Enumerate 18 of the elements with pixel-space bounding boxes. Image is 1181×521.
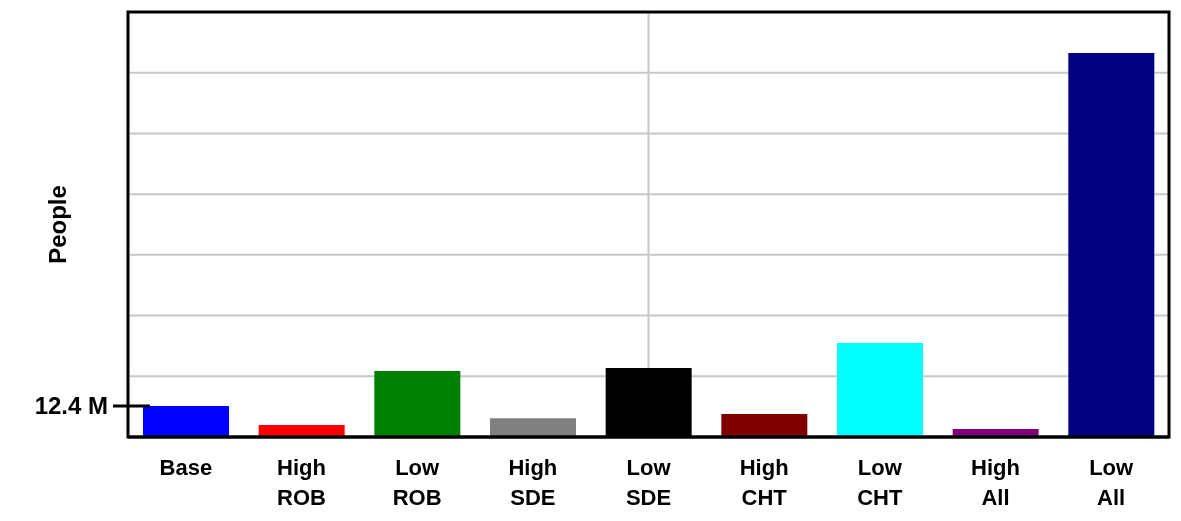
x-tick-label: Low ROB bbox=[392, 455, 442, 510]
bar bbox=[837, 342, 923, 437]
x-tick-label: High CHT bbox=[739, 455, 789, 510]
bar bbox=[143, 405, 229, 437]
x-tick-label: Low SDE bbox=[625, 455, 672, 510]
bar bbox=[721, 413, 808, 437]
x-tick-label: Base bbox=[159, 455, 213, 480]
bar bbox=[1068, 53, 1155, 437]
x-tick-label: High ROB bbox=[277, 455, 326, 510]
x-tick-label: High All bbox=[971, 455, 1020, 510]
y-axis-title: People bbox=[44, 185, 71, 264]
x-tick-label: High SDE bbox=[508, 455, 558, 510]
x-tick-label: Low CHT bbox=[857, 455, 903, 510]
bar bbox=[490, 418, 576, 437]
x-tick-label: Low All bbox=[1089, 455, 1135, 510]
text: 12.4 M bbox=[34, 391, 108, 419]
bar bbox=[258, 425, 345, 437]
bar bbox=[374, 370, 461, 437]
